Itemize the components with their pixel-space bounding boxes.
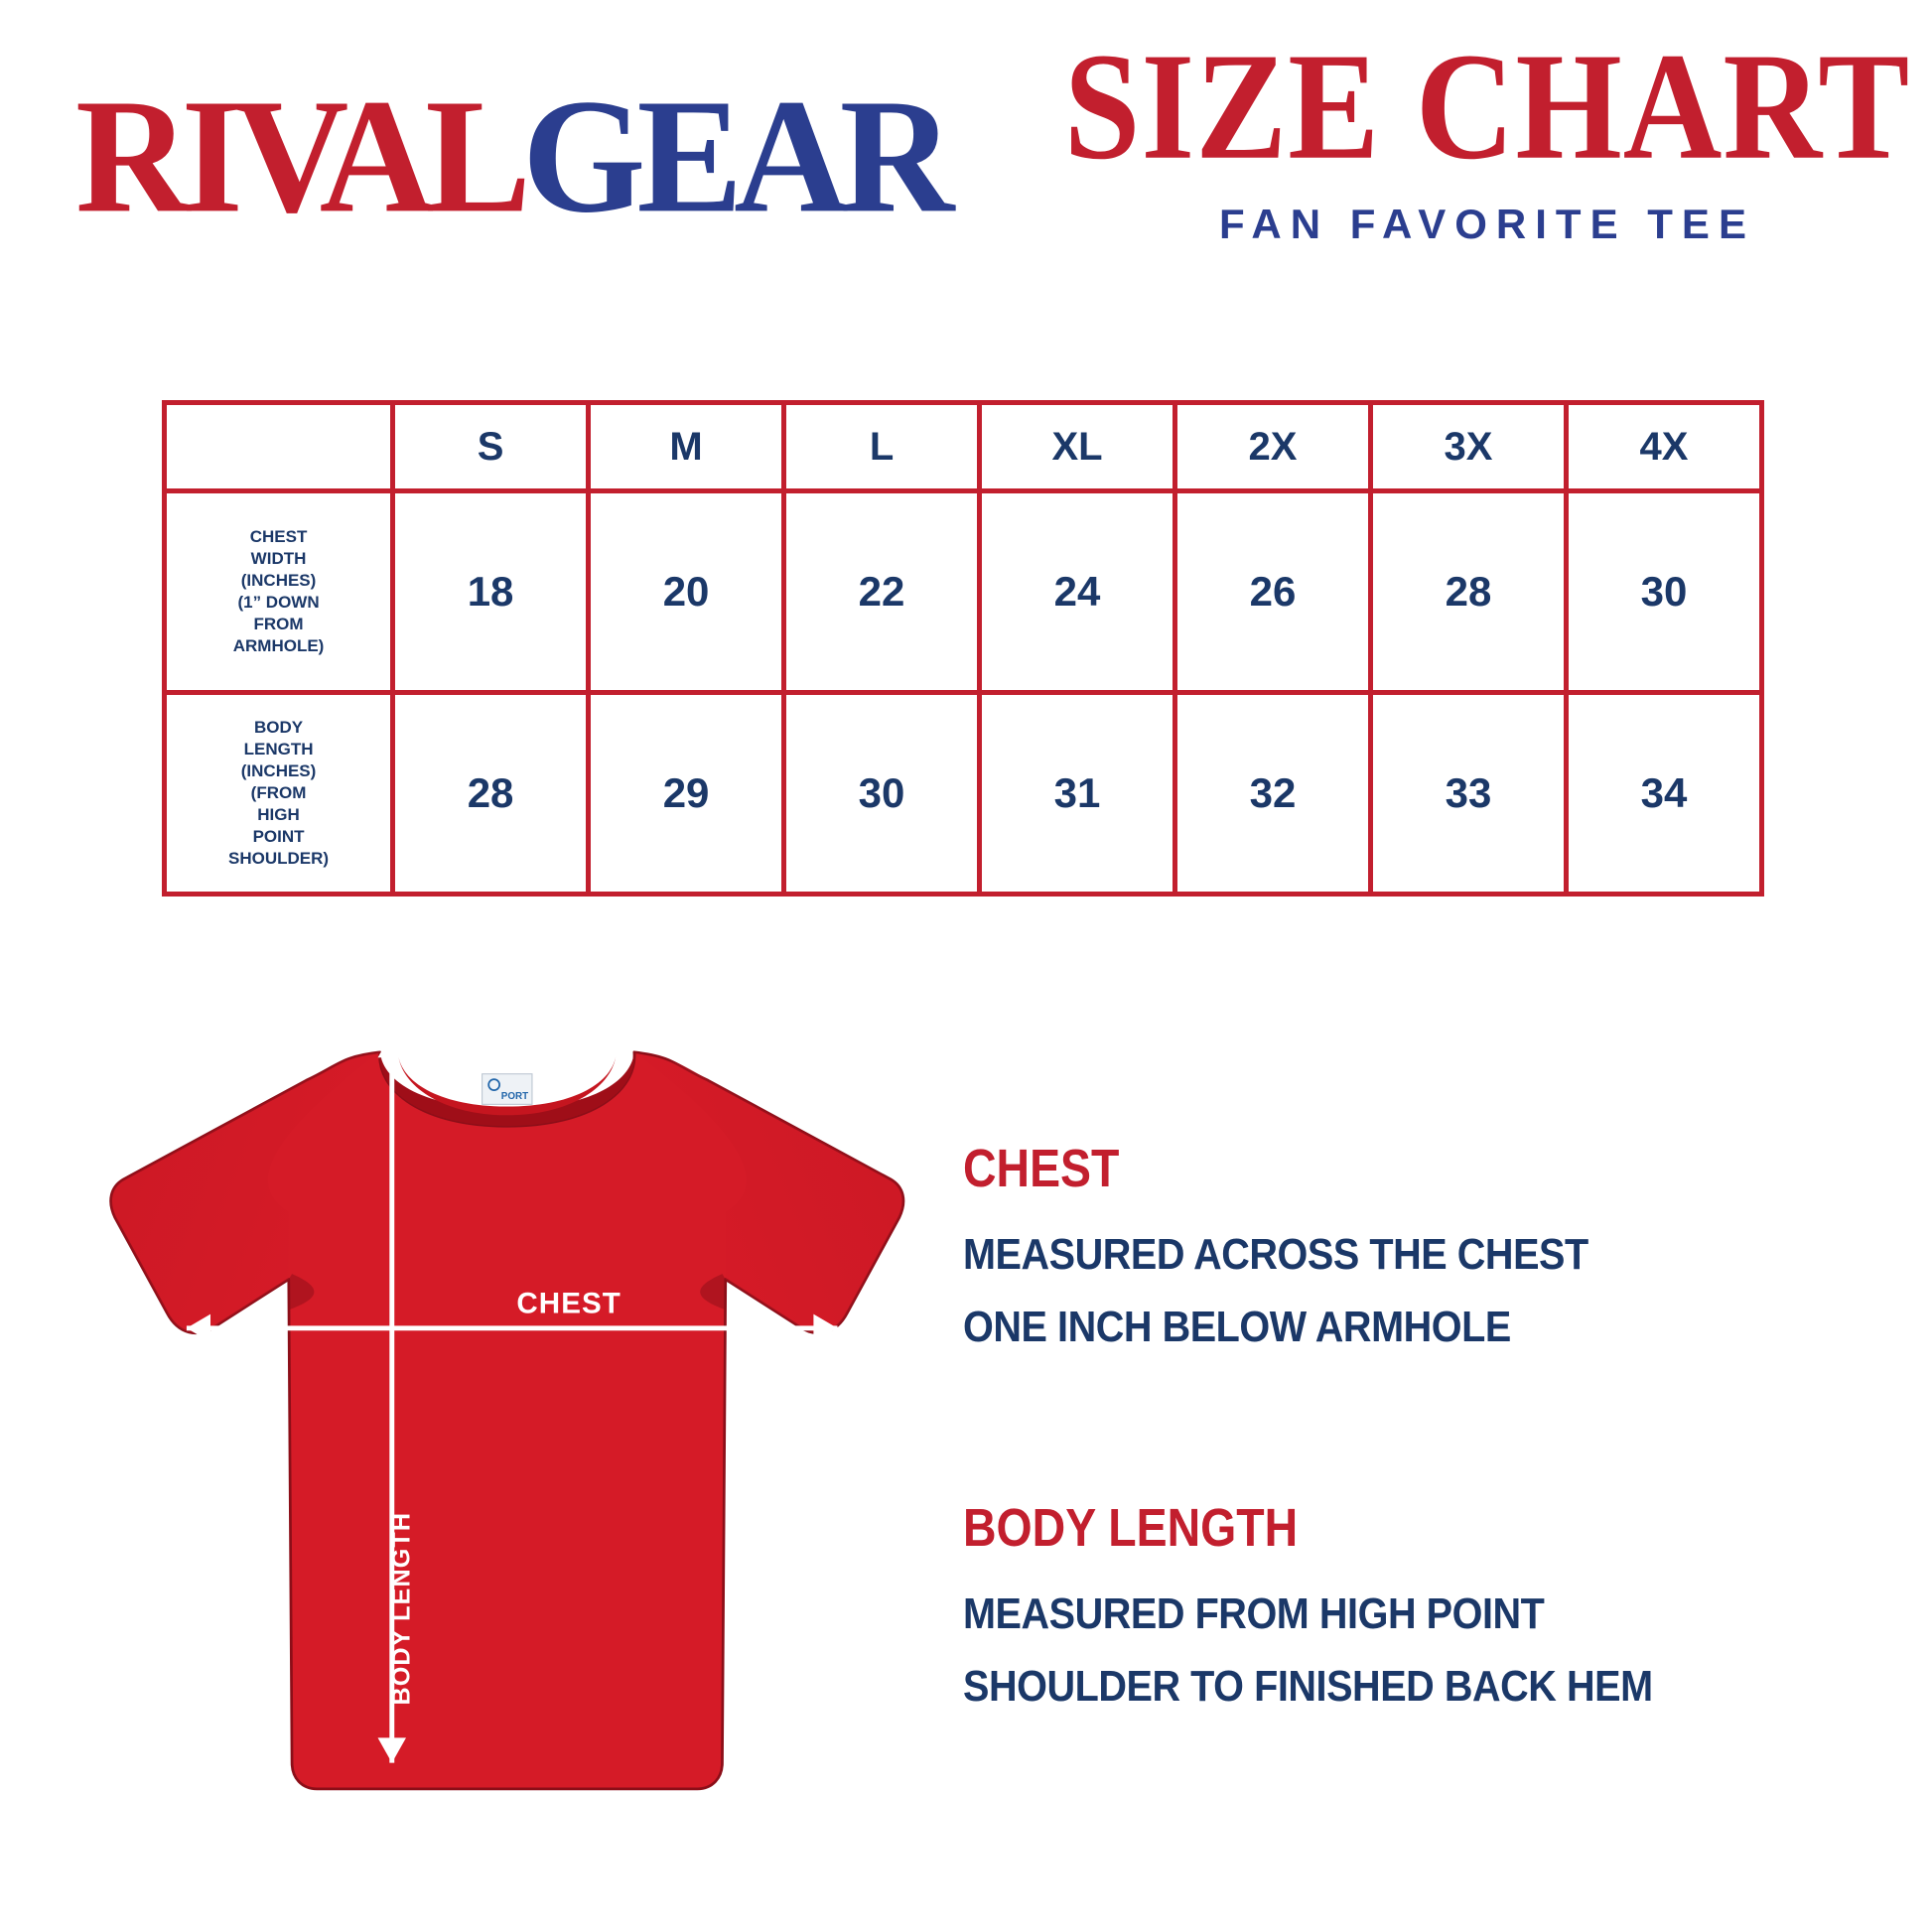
svg-text:CHEST: CHEST: [516, 1287, 621, 1319]
svg-text:PORT: PORT: [501, 1091, 528, 1102]
svg-text:BODY LENGTH: BODY LENGTH: [387, 1512, 415, 1706]
